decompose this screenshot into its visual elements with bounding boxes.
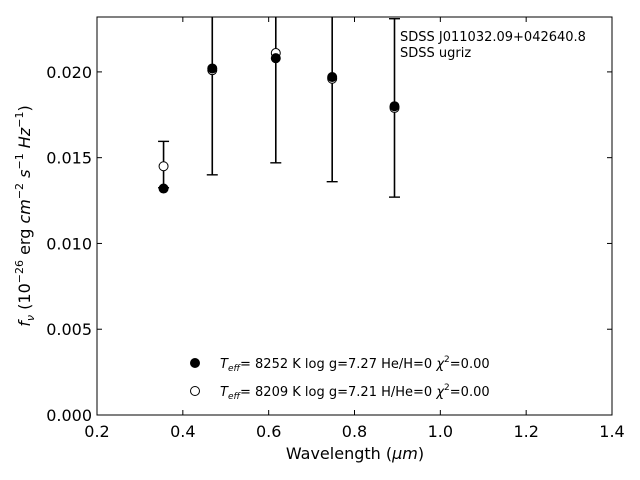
legend-entry-2: Teff= 8209 K log g=7.21 H/He=0 χ2=0.00 bbox=[220, 383, 490, 402]
legend-1-chi2: =0.00 bbox=[450, 357, 490, 372]
x-tick-label: 1.4 bbox=[599, 422, 624, 441]
legend-2-teff: 8209 K bbox=[255, 385, 301, 400]
axis-ticks: 0.2 0.4 0.6 0.8 1.0 1.2 1.4 0.000 0.005 0.010 0.01… bbox=[46, 17, 625, 441]
y-tick-label: 0.020 bbox=[46, 63, 92, 82]
legend-marker-open bbox=[190, 386, 200, 396]
legend-entry-1: Teff= 8252 K log g=7.27 He/H=0 χ2=0.00 bbox=[220, 355, 490, 374]
model-point-open bbox=[158, 161, 169, 172]
y-axis-label: fν (10−26 erg cm−2 s−1 Hz−1) bbox=[13, 105, 37, 326]
y-tick-label: 0.000 bbox=[46, 406, 92, 425]
y-tick-label: 0.015 bbox=[46, 149, 92, 168]
x-axis-label-end: ) bbox=[418, 444, 424, 463]
x-tick-label: 1.2 bbox=[513, 422, 538, 441]
model-point-filled bbox=[207, 63, 218, 74]
model-point-filled bbox=[389, 101, 400, 112]
model-point-filled bbox=[158, 183, 169, 194]
x-tick-label: 0.8 bbox=[342, 422, 367, 441]
model-point-filled bbox=[270, 53, 281, 64]
y-tick-label: 0.010 bbox=[46, 234, 92, 253]
x-axis-label-start: Wavelength ( bbox=[286, 444, 392, 463]
y-tick-label: 0.005 bbox=[46, 320, 92, 339]
legend-1-logg: log g=7.27 bbox=[305, 357, 377, 372]
x-tick-label: 0.6 bbox=[256, 422, 281, 441]
error-bars bbox=[158, 17, 400, 198]
filter-set-annotation: SDSS ugriz bbox=[400, 46, 471, 61]
legend-2-chi2: =0.00 bbox=[450, 385, 490, 400]
legend-1-teff: 8252 K bbox=[255, 357, 301, 372]
x-tick-label: 1.0 bbox=[428, 422, 453, 441]
x-tick-label: 0.4 bbox=[170, 422, 195, 441]
legend-2-composition: H/He=0 bbox=[381, 385, 432, 400]
object-name-annotation: SDSS J011032.09+042640.8 bbox=[400, 30, 586, 45]
legend: Teff= 8252 K log g=7.27 He/H=0 χ2=0.00 T… bbox=[190, 355, 490, 402]
plot-frame bbox=[96, 16, 613, 416]
legend-2-logg: log g=7.21 bbox=[305, 385, 377, 400]
model-point-filled bbox=[327, 72, 338, 83]
x-axis-label: Wavelength (μm) bbox=[286, 444, 424, 463]
x-axis-label-unit: μm bbox=[391, 444, 418, 463]
legend-marker-filled bbox=[190, 358, 200, 368]
x-tick-label: 0.2 bbox=[84, 422, 109, 441]
legend-1-composition: He/H=0 bbox=[381, 357, 432, 372]
y-axis-label-text: fν (10−26 erg cm−2 s−1 Hz−1) bbox=[13, 105, 37, 326]
data-points bbox=[158, 48, 400, 194]
